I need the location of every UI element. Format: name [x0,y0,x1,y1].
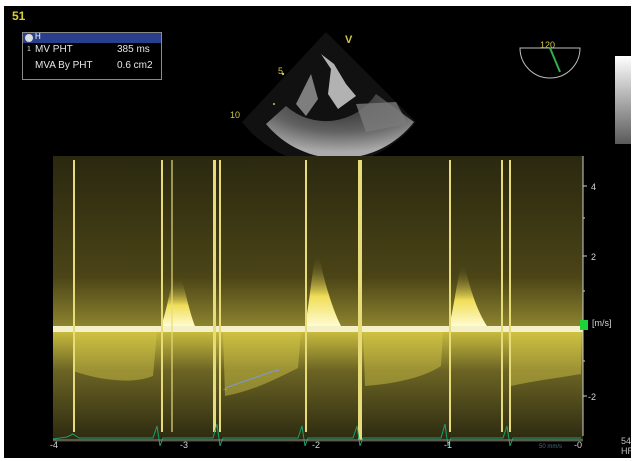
probe-marker: V [345,34,353,46]
svg-text:+: + [223,385,228,394]
right-info-label: HR [621,446,631,456]
measurement-header-label: H [35,32,41,41]
measurement-value: 385 ms [117,44,150,55]
time-tick: -3 [180,440,189,450]
echo-2d-image [242,32,416,165]
measurement-name: MV PHT [35,44,73,55]
right-info: 54 HR [621,436,631,456]
time-tick: -1 [444,440,453,450]
depth-label: 10 [230,110,241,120]
doppler-spectrum: + + [53,156,587,446]
velocity-tick: -2 [588,392,597,402]
velocity-tick: 2 [591,252,597,262]
measurement-name: MVA By PHT [35,60,93,71]
sweep-speed: 50 mm/s [539,444,563,450]
depth-label: 5 [278,66,284,76]
time-tick: -0 [574,440,583,450]
measurement-panel: H 1 MV PHT 385 ms MVA By PHT 0.6 cm2 [22,32,162,80]
time-tick: -4 [50,440,59,450]
velocity-unit-marker [580,320,588,330]
right-info-value: 54 [621,436,631,446]
time-tick: -2 [312,440,321,450]
measurement-value: 0.6 cm2 [117,60,153,71]
velocity-tick: 4 [591,182,597,192]
measurement-header: H [23,32,161,43]
frame-number: 51 [12,9,26,23]
probe-angle-icon [519,47,581,79]
settings-circle-icon [25,34,33,42]
grayscale-bar [615,56,631,144]
velocity-unit: [m/s] [592,318,612,328]
ultrasound-screen: 51 H 1 MV PHT 385 ms MVA By PHT 0.6 cm2 [4,6,631,458]
probe-angle-value: 120 [540,40,556,50]
measurement-index: 1 [27,46,31,53]
svg-text:+: + [275,366,280,375]
